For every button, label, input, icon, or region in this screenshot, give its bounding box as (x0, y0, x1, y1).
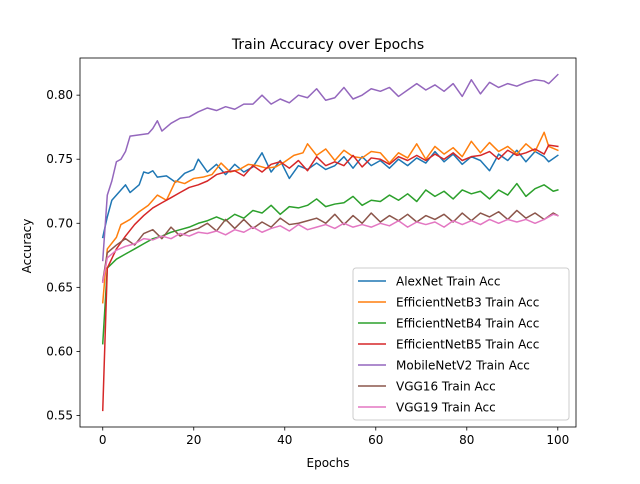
legend-label: VGG16 Train Acc (396, 380, 496, 394)
y-tick-label: 0.70 (46, 216, 73, 230)
series-line-1 (101, 131, 559, 304)
series-line-0 (101, 149, 559, 239)
legend-label: EfficientNetB3 Train Acc (396, 296, 539, 310)
chart-title: Train Accuracy over Epochs (231, 37, 424, 53)
y-tick-label: 0.75 (46, 152, 73, 166)
x-tick-label: 100 (546, 433, 569, 447)
x-tick-label: 40 (277, 433, 292, 447)
legend-label: MobileNetV2 Train Acc (396, 359, 530, 373)
legend-box (352, 267, 570, 421)
x-tick-label: 20 (186, 433, 201, 447)
x-tick-label: 0 (99, 433, 107, 447)
legend-label: EfficientNetB5 Train Acc (396, 338, 539, 352)
plot-area (101, 73, 559, 412)
legend-label: VGG19 Train Acc (396, 401, 496, 415)
legend-label: EfficientNetB4 Train Acc (396, 317, 539, 331)
x-axis-label: Epochs (307, 456, 350, 470)
legend-label: AlexNet Train Acc (396, 275, 501, 289)
y-tick-label: 0.60 (46, 344, 73, 358)
series-line-6 (101, 213, 559, 284)
y-axis-label: Accuracy (20, 219, 34, 274)
axes-frame (79, 57, 577, 428)
legend: AlexNet Train Acc EfficientNetB3 Train Ac… (352, 267, 570, 421)
axes: 0 20 40 60 80 100 0.55 0.60 0.65 0.70 0.75 0.80 (46, 57, 577, 447)
x-tick-label: 60 (368, 433, 383, 447)
series-line-4 (101, 73, 559, 262)
y-tick-label: 0.55 (46, 408, 73, 422)
y-tick-label: 0.80 (46, 88, 73, 102)
series-line-5 (101, 209, 559, 282)
y-tick-label: 0.65 (46, 280, 73, 294)
x-tick-label: 80 (459, 433, 474, 447)
series-line-3 (101, 144, 559, 412)
